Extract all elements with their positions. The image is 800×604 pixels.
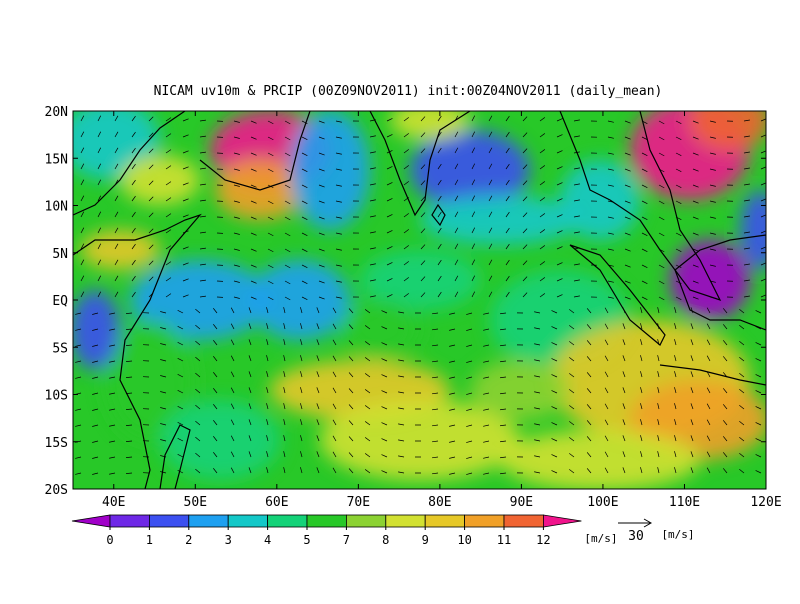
x-tick-label: 90E (510, 495, 533, 510)
x-tick-label: 80E (428, 495, 451, 510)
x-tick-label: 40E (102, 495, 125, 510)
y-tick-label: 15N (45, 152, 68, 167)
colorbar-label: 4 (264, 533, 271, 547)
colorbar-segment (465, 515, 504, 527)
x-tick-label: 100E (587, 495, 618, 510)
colorbar-label: 10 (457, 533, 471, 547)
x-tick-label: 70E (347, 495, 370, 510)
field-blob (390, 100, 470, 140)
colorbar-label: 3 (225, 533, 232, 547)
x-tick-label: 60E (265, 495, 288, 510)
wind-field (60, 90, 780, 490)
colorbar-segment (228, 515, 267, 527)
reference-value: 30 (628, 529, 644, 544)
colorbar-label: 5 (303, 533, 310, 547)
colorbar-segment (504, 515, 543, 527)
y-tick-label: 5N (52, 247, 68, 262)
y-tick-label: EQ (52, 294, 68, 309)
field-blob (690, 90, 770, 150)
field-blob (420, 195, 580, 245)
colorbar-segment (268, 515, 307, 527)
field-blob (250, 260, 350, 340)
colorbar-segment (307, 515, 346, 527)
field-blob (160, 400, 280, 480)
colorbar-segment (386, 515, 425, 527)
colorbar-label: 9 (422, 533, 429, 547)
colorbar-label: 1 (146, 533, 153, 547)
colorbar-label: 8 (382, 533, 389, 547)
colorbar-segment (425, 515, 464, 527)
colorbar-label: 2 (185, 533, 192, 547)
x-tick-label: 120E (750, 495, 781, 510)
y-tick-label: 20S (45, 483, 68, 498)
colorbar-segment (110, 515, 149, 527)
field-blob (340, 300, 420, 360)
field-blob (560, 160, 640, 240)
colorbar-label: 12 (536, 533, 550, 547)
colorbar-segment (346, 515, 385, 527)
colorbar-arrow (543, 515, 581, 527)
field-blob (740, 190, 780, 270)
colorbar-label: 7 (343, 533, 350, 547)
map-title: NICAM uv10m & PRCIP (00Z09NOV2011) init:… (154, 84, 663, 99)
y-tick-label: 10N (45, 200, 68, 215)
field-blob (470, 360, 570, 420)
y-tick-label: 20N (45, 105, 68, 120)
vector-reference: 30 [m/s] (618, 519, 695, 544)
colorbar-segment (189, 515, 228, 527)
colorbar-arrow (72, 515, 110, 527)
x-tick-label: 50E (184, 495, 207, 510)
colorbar-label: 11 (497, 533, 511, 547)
colorbar-units: [m/s] (584, 532, 617, 545)
y-tick-label: 10S (45, 389, 68, 404)
colorbar-segment (149, 515, 188, 527)
field-blob (290, 110, 370, 230)
reference-units: [m/s] (661, 528, 694, 541)
x-tick-label: 110E (669, 495, 700, 510)
y-tick-label: 15S (45, 436, 68, 451)
y-tick-label: 5S (52, 341, 68, 356)
field-blob (500, 430, 700, 490)
colorbar-label: 0 (106, 533, 113, 547)
